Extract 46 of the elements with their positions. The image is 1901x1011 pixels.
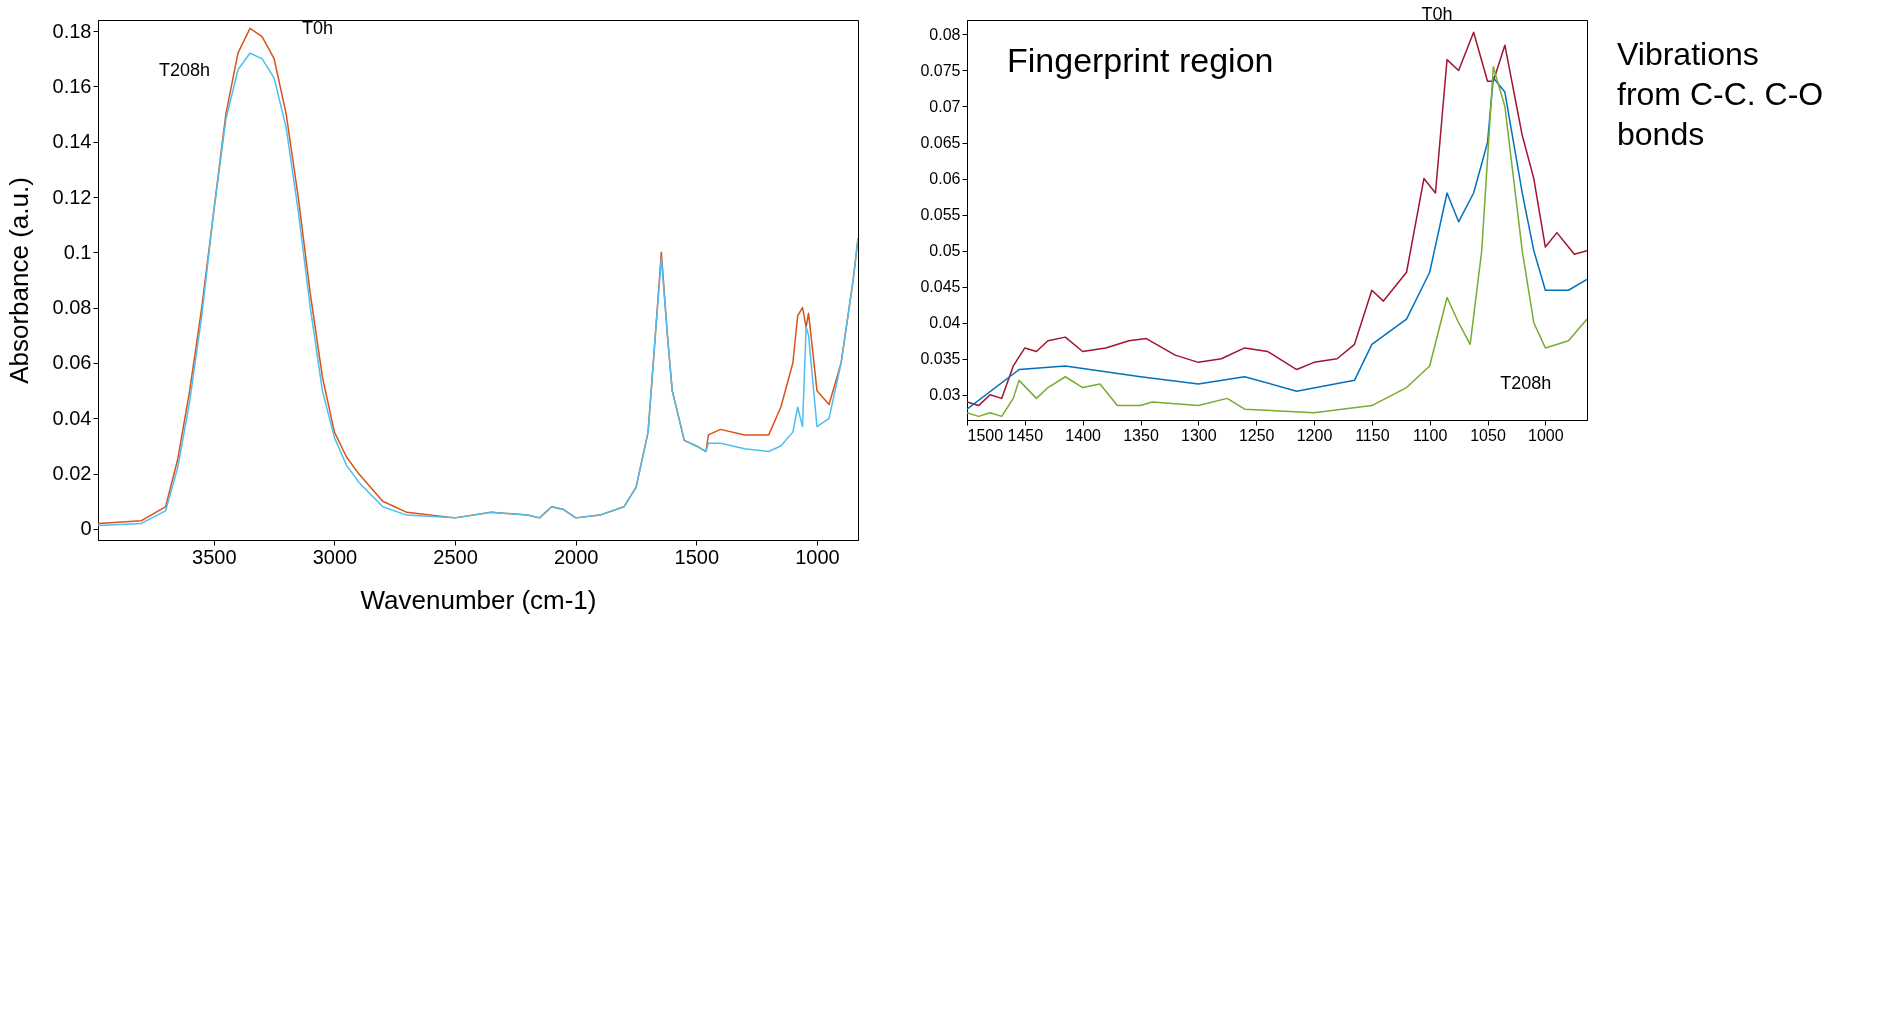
x-tick-label: 1250 [1238, 426, 1275, 444]
annotation: T0h [302, 17, 334, 38]
x-tick-label: 3000 [312, 545, 358, 568]
y-tick-label: 0.18 [52, 19, 92, 42]
x-tick-label: 1000 [1528, 426, 1564, 444]
y-tick-label: 0.05 [929, 242, 961, 260]
x-tick-label: 1400 [1065, 426, 1102, 444]
annotation: T208h [1500, 373, 1552, 394]
y-tick-label: 0.06 [929, 170, 961, 188]
x-tick-label: 1200 [1296, 426, 1333, 444]
y-tick-label: 0.02 [52, 462, 92, 485]
y-tick-label: 0.045 [920, 278, 961, 296]
y-tick-label: 0.065 [920, 134, 961, 152]
y-tick-label: 0.16 [52, 74, 92, 97]
x-tick-label: 1100 [1412, 426, 1448, 444]
x-tick-label: 1500 [674, 545, 720, 568]
y-tick-label: 0.07 [929, 97, 961, 115]
y-tick-label: 0.035 [920, 350, 961, 368]
x-tick-label: 2000 [553, 545, 599, 568]
x-tick-label: 3500 [192, 545, 237, 568]
y-tick-label: 0.08 [929, 25, 961, 43]
x-tick-label: 1300 [1181, 426, 1217, 444]
annotation: T208h [158, 60, 210, 81]
x-tick-label: 1000 [795, 545, 840, 568]
text: Vibrations from C-C. C-O bonds [1617, 36, 1824, 152]
x-tick-label: 2500 [433, 545, 478, 568]
y-tick-label: 0.12 [52, 185, 92, 208]
x-tick-label: 1050 [1470, 426, 1506, 444]
text: Fingerprint region [1007, 41, 1274, 79]
x-tick-label: 1350 [1123, 426, 1159, 444]
y-tick-label: 0.14 [52, 130, 92, 153]
y-tick-label: 0 [80, 517, 92, 540]
x-tick-label: 1450 [1007, 426, 1044, 444]
y-tick-label: 0.06 [52, 351, 92, 374]
y-tick-label: 0.1 [63, 240, 92, 263]
x-axis-title: Wavenumber (cm-1) [360, 584, 597, 615]
annotation: T0h [1421, 3, 1453, 24]
x-tick-label: 1500 [967, 426, 1004, 444]
y-tick-label: 0.03 [929, 386, 961, 404]
y-tick-label: 0.08 [52, 296, 92, 319]
x-tick-label: 1150 [1355, 426, 1390, 444]
y-axis-title: Absorbance (a.u.) [3, 177, 34, 384]
y-tick-label: 0.04 [929, 314, 961, 332]
y-tick-label: 0.075 [920, 61, 961, 79]
y-tick-label: 0.055 [920, 206, 961, 224]
y-tick-label: 0.04 [52, 406, 92, 429]
